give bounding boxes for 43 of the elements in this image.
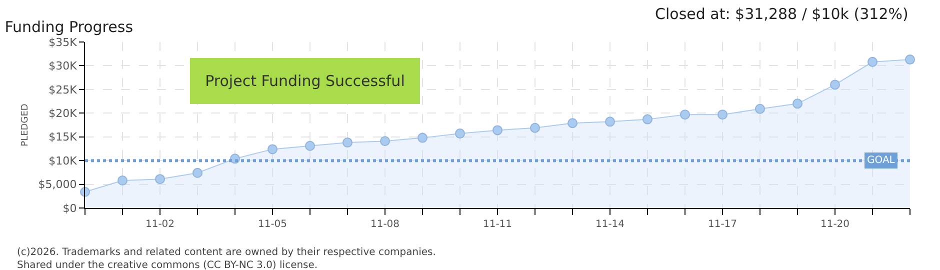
- y-tick-label: $15K: [48, 130, 78, 144]
- y-tick-label: $25K: [48, 83, 78, 96]
- point: [380, 136, 390, 146]
- success-banner: Project Funding Successful: [190, 58, 420, 104]
- y-axis-title: PLEDGED: [20, 104, 31, 146]
- point: [192, 168, 202, 178]
- point: [642, 114, 652, 124]
- point: [455, 128, 465, 139]
- x-tick-label: 11-08: [370, 219, 400, 230]
- x-tick-label: 11-11: [482, 219, 512, 230]
- y-tick-label: $10K: [48, 154, 78, 168]
- y-tick-label: $5,000: [38, 178, 77, 192]
- point: [868, 56, 878, 67]
- x-tick-label: 11-02: [145, 219, 175, 230]
- point: [118, 175, 128, 186]
- point: [492, 125, 502, 136]
- point: [530, 122, 540, 133]
- point: [905, 54, 915, 65]
- x-tick-label: 11-05: [258, 219, 288, 230]
- y-tick-label: $0: [62, 202, 77, 215]
- x-tick-label: 11-14: [595, 219, 625, 230]
- point: [792, 98, 802, 109]
- ref-line-label: GOAL: [867, 155, 896, 166]
- point: [830, 80, 840, 90]
- x-tick-label: 11-17: [708, 219, 738, 230]
- y-tick-label: $30K: [48, 60, 78, 73]
- point: [418, 132, 428, 143]
- text: Shared under the creative commons (CC BY-NC 3.0) license.: [17, 260, 318, 270]
- x-tick-label: 11-20: [820, 219, 850, 230]
- point: [342, 138, 352, 148]
- text: (c)2026. Trademarks and related content are owned by their respective companies.: [17, 247, 436, 258]
- chart-title: Funding Progress: [4, 18, 134, 36]
- point: [568, 118, 578, 128]
- y-tick-label: $20K: [48, 106, 78, 120]
- y-tick-label: $35K: [48, 36, 78, 49]
- point: [305, 140, 315, 151]
- point: [755, 104, 765, 114]
- point: [268, 144, 278, 154]
- point: [605, 116, 615, 127]
- point: [680, 110, 690, 120]
- point: [155, 174, 165, 184]
- text: Closed at: $31,288 / $10k (312%): [655, 5, 908, 23]
- point: [718, 110, 728, 120]
